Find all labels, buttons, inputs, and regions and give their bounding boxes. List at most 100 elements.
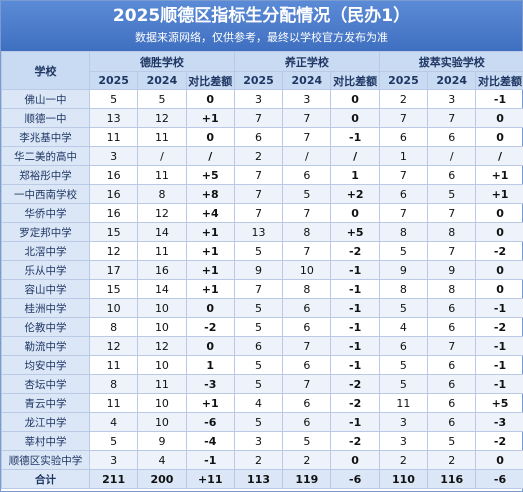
count-cell: 6 [282, 393, 332, 413]
diff-cell: 0 [330, 450, 380, 470]
diff-cell: +1 [185, 260, 235, 280]
count-cell: 8 [88, 317, 139, 337]
count-cell: 7 [427, 336, 477, 356]
count-cell: 11 [137, 165, 187, 185]
diff-cell: -4 [185, 431, 235, 451]
count-cell: 8 [427, 222, 477, 242]
diff-cell: / [185, 146, 235, 166]
count-cell: 6 [427, 393, 477, 413]
diff-cell: -2 [330, 393, 380, 413]
school-name: 龙江中学 [1, 412, 90, 432]
count-cell: 11 [88, 393, 139, 413]
count-cell: 9 [378, 260, 429, 280]
diff-cell: 0 [330, 108, 380, 128]
diff-cell: +5 [330, 222, 380, 242]
diff-cell: +1 [185, 279, 235, 299]
sub-header: 2024 [282, 71, 332, 90]
count-cell: 7 [282, 203, 332, 223]
count-cell: 6 [427, 355, 477, 375]
count-cell: 3 [233, 431, 284, 451]
count-cell: 7 [282, 108, 332, 128]
count-cell: 116 [427, 469, 477, 489]
count-cell: 5 [233, 298, 284, 318]
count-cell: 7 [378, 165, 429, 185]
diff-cell: 0 [185, 336, 235, 356]
table: 学校 德胜学校 养正学校 拔萃实验学校 2025 2024 对比差额 2025 2024 对比… [1, 51, 523, 489]
title: 2025顺德区指标生分配情况（民办1） [112, 6, 411, 26]
count-cell: 7 [427, 203, 477, 223]
count-cell: 9 [427, 260, 477, 280]
count-cell: 12 [137, 336, 187, 356]
count-cell: 13 [233, 222, 284, 242]
school-name: 伦教中学 [1, 317, 90, 337]
count-cell: 7 [427, 108, 477, 128]
count-cell: 16 [137, 260, 187, 280]
school-name: 容山中学 [1, 279, 90, 299]
group-header: 拔萃实验学校 [378, 51, 523, 72]
count-cell: 5 [282, 431, 332, 451]
diff-cell: -1 [330, 298, 380, 318]
count-cell: 6 [282, 412, 332, 432]
table-row: 罗定邦中学 15 14 +1 13 8 +5 8 8 0 [1, 222, 523, 242]
diff-cell: 0 [475, 279, 523, 299]
diff-cell: 1 [330, 165, 380, 185]
count-cell: 7 [233, 165, 284, 185]
count-cell: 6 [233, 336, 284, 356]
count-cell: 5 [233, 374, 284, 394]
sub-header: 2024 [427, 71, 477, 90]
count-cell: 10 [137, 298, 187, 318]
count-cell: 6 [427, 317, 477, 337]
sub-header: 对比差额 [330, 71, 380, 90]
count-cell: 3 [378, 412, 429, 432]
diff-cell: -1 [475, 374, 523, 394]
diff-cell: +1 [185, 393, 235, 413]
count-cell: 15 [88, 279, 139, 299]
school-name: 华二美的高中 [1, 146, 90, 166]
count-cell: 16 [88, 165, 139, 185]
group-header: 德胜学校 [89, 51, 235, 72]
count-cell: 11 [137, 241, 187, 261]
count-cell: 6 [378, 127, 429, 147]
count-cell: 8 [282, 222, 332, 242]
count-cell: / [427, 146, 477, 166]
diff-cell: -2 [475, 241, 523, 261]
count-cell: 7 [378, 203, 429, 223]
count-cell: 6 [282, 355, 332, 375]
count-cell: 110 [378, 469, 429, 489]
count-cell: 10 [282, 260, 332, 280]
count-cell: 2 [282, 450, 332, 470]
diff-cell: / [475, 146, 523, 166]
table-row: 佛山一中 5 5 0 3 3 0 2 3 -1 [1, 89, 523, 109]
count-cell: 119 [282, 469, 332, 489]
school-name: 桂洲中学 [1, 298, 90, 318]
count-cell: 10 [137, 355, 187, 375]
table-row: 桂洲中学 10 10 0 5 6 -1 5 6 -1 [1, 298, 523, 318]
count-cell: 6 [378, 184, 429, 204]
school-name: 一中西南学校 [1, 184, 90, 204]
sub-header: 对比差额 [475, 71, 523, 90]
school-name: 莘村中学 [1, 431, 90, 451]
count-cell: 14 [137, 222, 187, 242]
count-cell: 7 [427, 241, 477, 261]
diff-cell: -1 [475, 336, 523, 356]
count-cell: 8 [378, 279, 429, 299]
table-row: 李兆基中学 11 11 0 6 7 -1 6 6 0 [1, 127, 523, 147]
diff-cell: -1 [330, 336, 380, 356]
table-row: 青云中学 11 10 +1 4 6 -2 11 6 +5 [1, 393, 523, 413]
count-cell: 7 [233, 184, 284, 204]
count-cell: 2 [427, 450, 477, 470]
diff-cell: -1 [185, 450, 235, 470]
diff-cell: -2 [330, 374, 380, 394]
diff-cell: 0 [475, 222, 523, 242]
school-name: 乐从中学 [1, 260, 90, 280]
count-cell: 8 [282, 279, 332, 299]
diff-cell: / [330, 146, 380, 166]
diff-cell: +1 [185, 241, 235, 261]
count-cell: 7 [282, 241, 332, 261]
count-cell: 3 [282, 89, 332, 109]
count-cell: 5 [233, 355, 284, 375]
diff-cell: 0 [185, 127, 235, 147]
count-cell: 4 [233, 393, 284, 413]
count-cell: 7 [378, 108, 429, 128]
count-cell: 11 [137, 374, 187, 394]
